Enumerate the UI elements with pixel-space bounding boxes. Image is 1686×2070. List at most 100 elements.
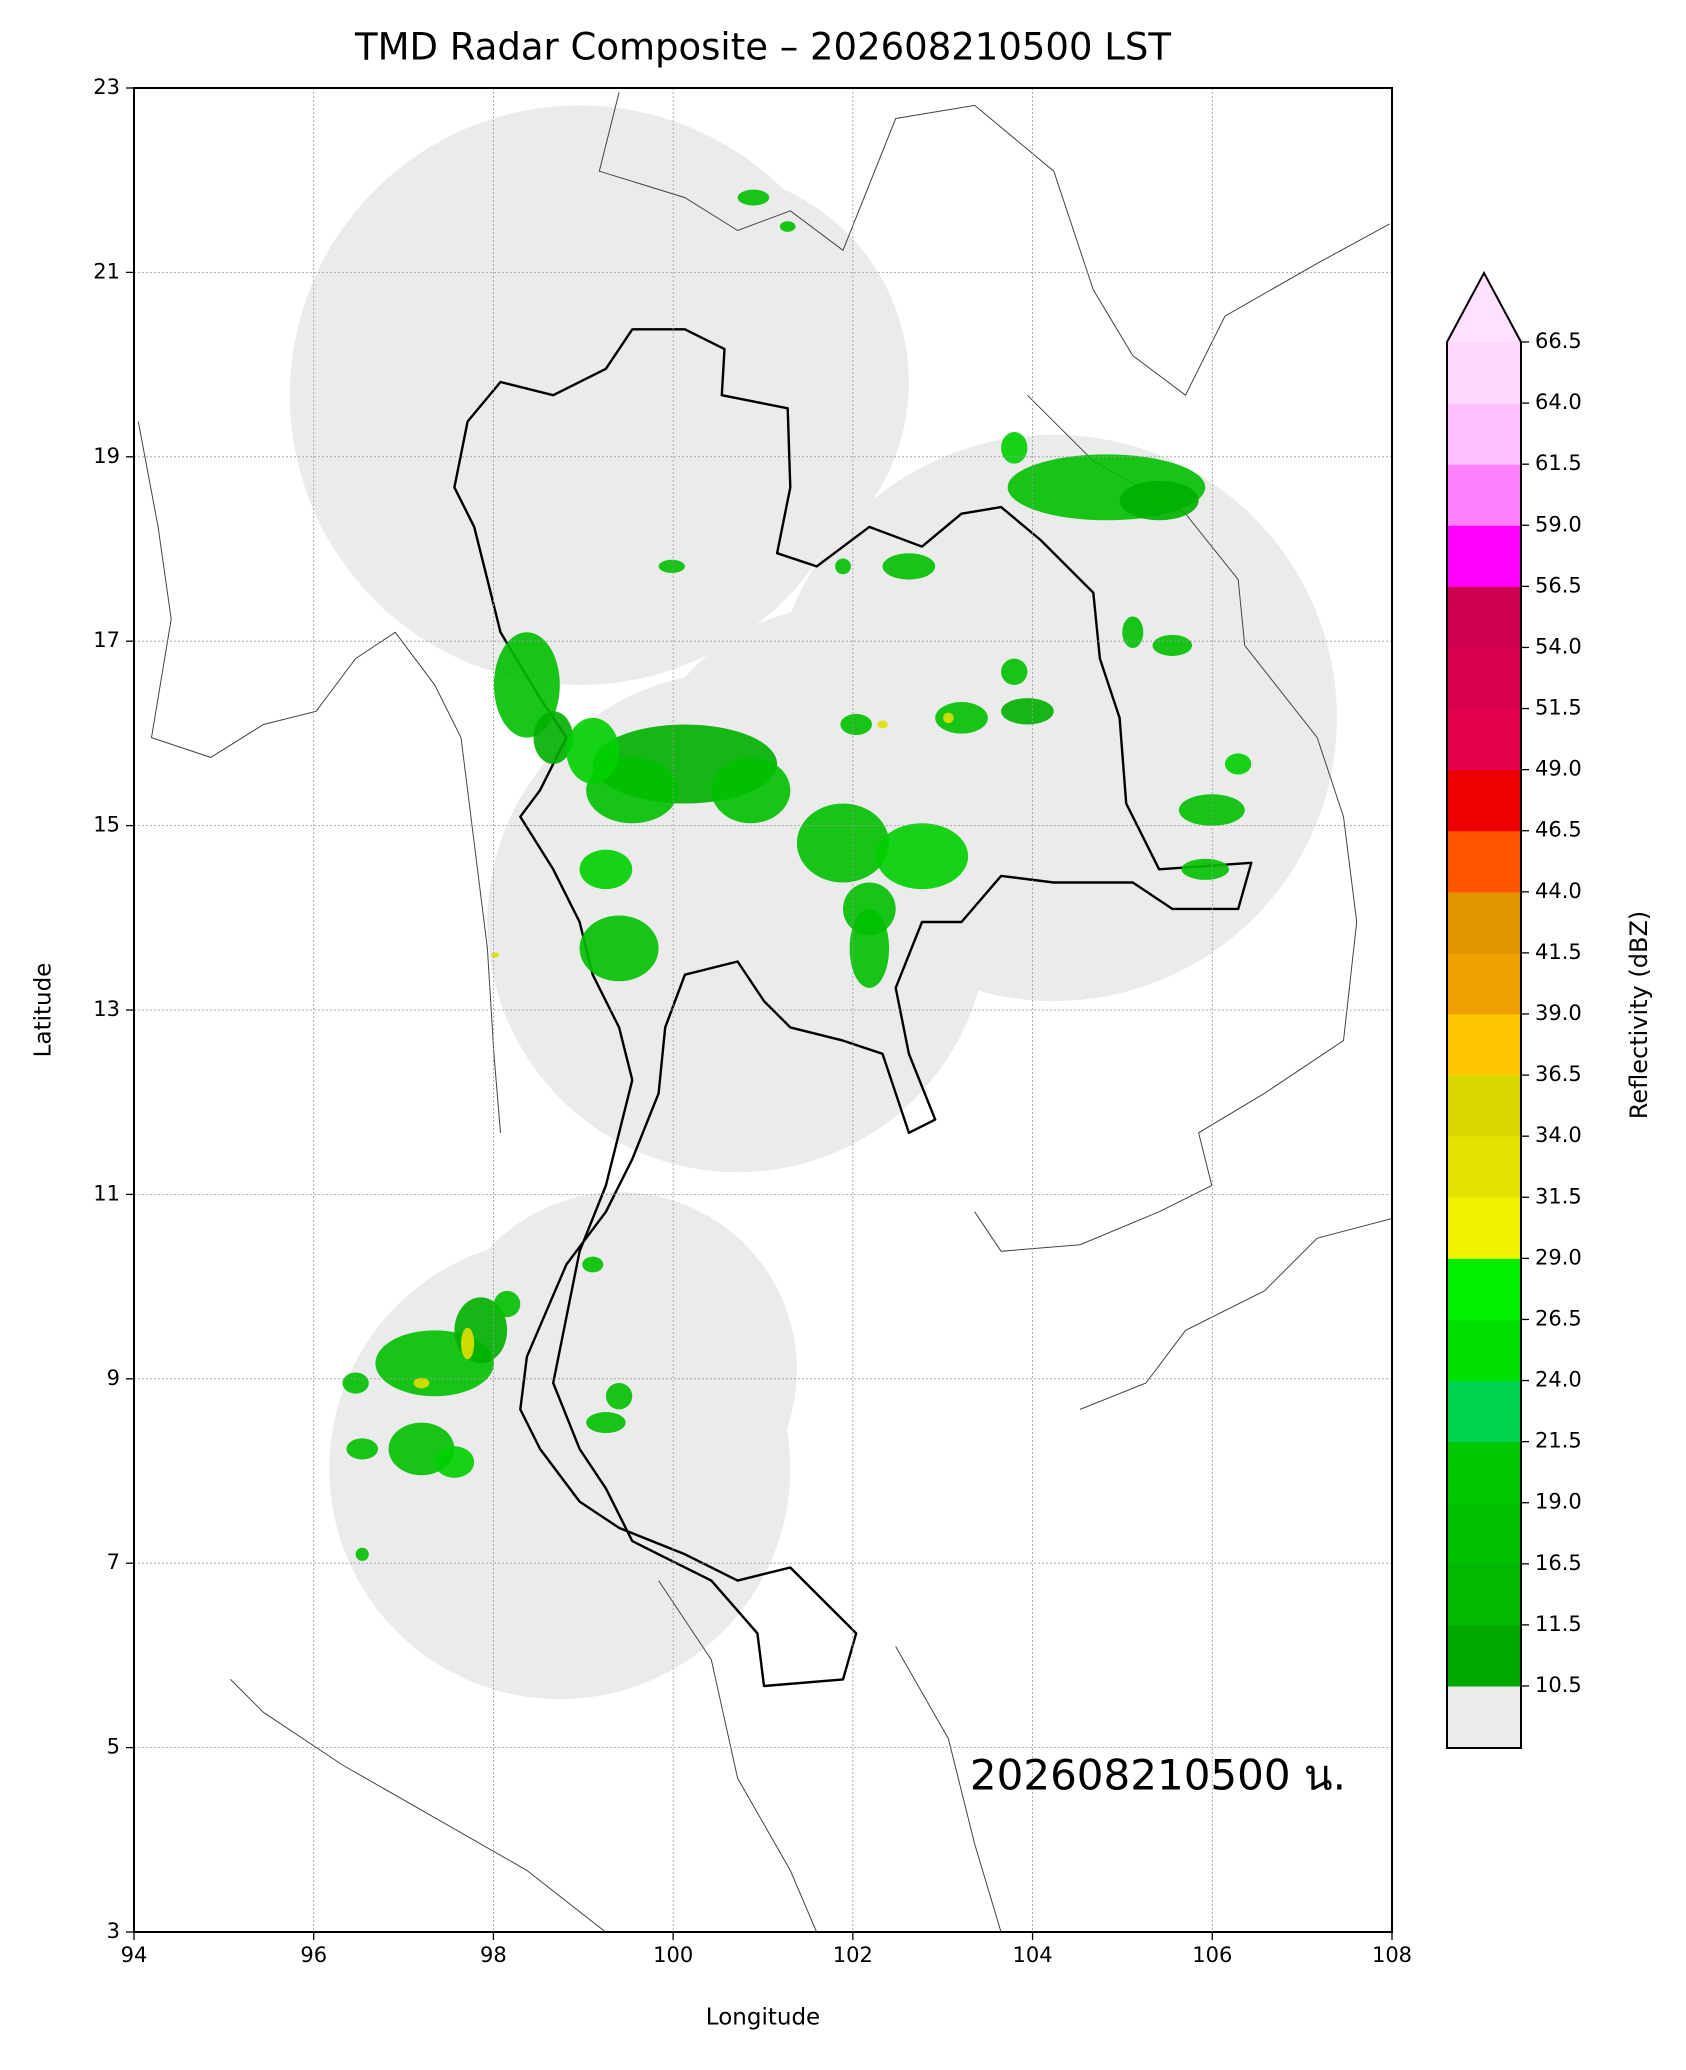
colorbar-segment (1447, 1441, 1521, 1504)
colorbar-outline (1446, 270, 1522, 1749)
colorbar-tick-label: 11.5 (1535, 1612, 1582, 1636)
x-tick-label: 100 (653, 1943, 693, 1967)
radar-echo (491, 952, 500, 958)
radar-echo (1181, 858, 1229, 880)
colorbar-tick-label: 31.5 (1535, 1184, 1582, 1208)
radar-echo (434, 1446, 475, 1478)
colorbar-segment (1447, 647, 1521, 710)
colorbar-segment (1447, 708, 1521, 771)
radar-echo (1178, 794, 1245, 826)
y-axis-label: Latitude (31, 963, 57, 1058)
x-tick-label: 104 (1013, 1943, 1053, 1967)
y-tick-label: 5 (107, 1735, 120, 1759)
radar-echo (346, 1438, 379, 1460)
y-tick-label: 17 (93, 628, 120, 652)
radar-echo (1122, 616, 1144, 649)
colorbar-tick-label: 26.5 (1535, 1306, 1582, 1330)
colorbar-segment (1447, 586, 1521, 648)
colorbar-tick-label: 16.5 (1535, 1551, 1582, 1575)
x-tick-label: 94 (121, 1943, 148, 1967)
colorbar-tick-label: 51.5 (1535, 696, 1582, 720)
radar-echo (943, 712, 954, 724)
radar-echo (835, 558, 851, 575)
radar-echo (1001, 658, 1028, 685)
radar-echo (355, 1547, 369, 1561)
colorbar-tick-label: 54.0 (1535, 634, 1582, 658)
colorbar-tick-label: 44.0 (1535, 879, 1582, 903)
country-line (598, 92, 1390, 396)
radar-echo (711, 757, 791, 824)
y-tick-label: 23 (93, 75, 120, 99)
radar-echo (779, 221, 796, 232)
x-tick-label: 106 (1192, 1943, 1232, 1967)
colorbar-segment (1447, 525, 1521, 587)
colorbar-tick-label: 24.0 (1535, 1368, 1582, 1392)
timestamp-annotation: 202608210500 น. (970, 1751, 1346, 1800)
x-tick-label: 96 (300, 1943, 327, 1967)
chart-title: TMD Radar Composite – 202608210500 LST (354, 26, 1171, 69)
colorbar-segment (1447, 1502, 1521, 1565)
colorbar-segment (1447, 403, 1521, 465)
colorbar-segment (1447, 1380, 1521, 1443)
colorbar-segment (1447, 1319, 1521, 1382)
colorbar-tick-label: 56.5 (1535, 573, 1582, 597)
colorbar-tick-label: 59.0 (1535, 512, 1582, 536)
colorbar-segment (1447, 952, 1521, 1015)
colorbar-tick-label: 29.0 (1535, 1245, 1582, 1269)
radar-echo (582, 1256, 604, 1273)
x-axis-label: Longitude (706, 2005, 820, 2031)
x-tick-label: 102 (833, 1943, 873, 1967)
radar-echo (1001, 698, 1054, 725)
radar-echo (579, 915, 659, 982)
radar-echo (579, 849, 633, 890)
colorbar-segment (1447, 1563, 1521, 1626)
colorbar-tick-label: 61.5 (1535, 451, 1582, 475)
colorbar-tick-label: 36.5 (1535, 1062, 1582, 1086)
colorbar-segment (1447, 769, 1521, 832)
y-tick-label: 19 (93, 444, 120, 468)
country-line (658, 1580, 818, 1932)
colorbar-segment (1447, 1014, 1521, 1076)
thailand-border (453, 328, 1253, 1688)
colorbar-segment (1447, 1075, 1521, 1137)
colorbar-segment (1447, 1258, 1521, 1320)
radar-echo (413, 1377, 430, 1389)
radar-echo (658, 559, 685, 573)
colorbar-tick-label: 41.5 (1535, 940, 1582, 964)
radar-echo (493, 1290, 521, 1318)
country-line (137, 421, 501, 1133)
radar-echo (796, 803, 890, 883)
radar-coverage (441, 1192, 797, 1548)
radar-echo (1001, 432, 1028, 464)
colorbar-tick-label: 10.5 (1535, 1673, 1582, 1697)
radar-echo (882, 553, 936, 580)
colorbar-tick-label: 49.0 (1535, 757, 1582, 781)
colorbar-segment (1447, 342, 1521, 404)
country-line (895, 1646, 1002, 1932)
x-tick-label: 108 (1372, 1943, 1412, 1967)
colorbar-tick-label: 39.0 (1535, 1001, 1582, 1025)
colorbar-over (1447, 273, 1521, 342)
colorbar-tick-label: 34.0 (1535, 1123, 1582, 1147)
colorbar-segment (1447, 1624, 1521, 1687)
radar-echo (849, 908, 890, 988)
radar-echo (461, 1327, 475, 1360)
country-line (1079, 1217, 1392, 1410)
x-tick-label: 98 (480, 1943, 507, 1967)
radar-echo (935, 702, 988, 734)
colorbar-segment (1447, 1197, 1521, 1259)
colorbar: 10.5 11.5 16.5 19.0 21.5 24.0 26.5 29.0 31.5 34.0… (1446, 270, 1653, 1749)
radar-echo (1119, 480, 1199, 521)
colorbar-segment (1447, 891, 1521, 954)
colorbar-tick-label: 46.5 (1535, 818, 1582, 842)
radar-echo (1224, 753, 1252, 775)
y-tick-label: 9 (107, 1366, 120, 1390)
colorbar-segment (1447, 464, 1521, 526)
colorbar-label: Reflectivity (dBZ) (1625, 911, 1653, 1120)
radar-echo (737, 189, 770, 206)
radar-echo (566, 717, 620, 784)
y-tick-label: 11 (93, 1181, 120, 1205)
map-layer (137, 92, 1392, 1932)
y-tick-label: 13 (93, 997, 120, 1021)
